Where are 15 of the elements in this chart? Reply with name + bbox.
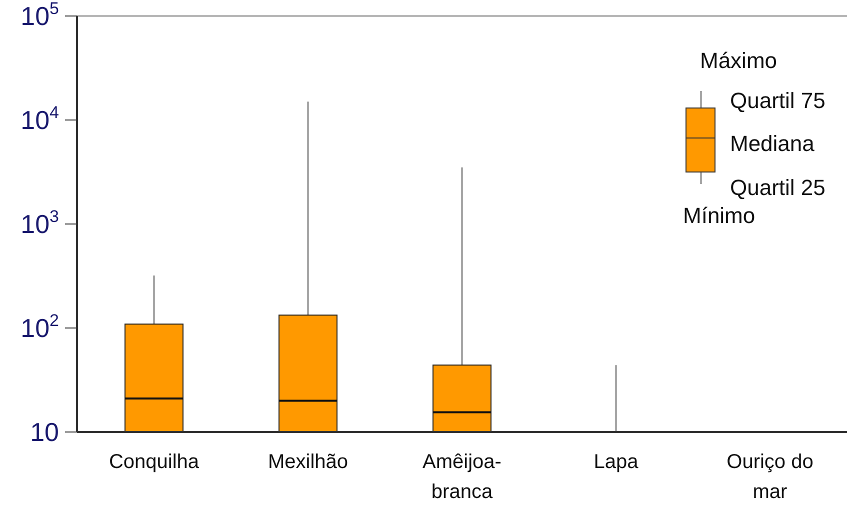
annotation: Mediana (730, 131, 814, 157)
x-tick-label: Conquilha (108, 451, 200, 473)
y-tick-label: 10$^{3}$ (20, 206, 59, 239)
x-tick-label: Mexilhão (268, 451, 348, 473)
x-tick-label: Lapa (594, 451, 640, 473)
annotation: Máximo (700, 48, 778, 74)
y-tick-label: 10$^{5}$ (20, 0, 59, 31)
annotation: Quartil 25 (730, 175, 826, 201)
x-tick-label: Amêijoa-branca (422, 451, 502, 503)
y-tick-label: 10$^{2}$ (20, 310, 59, 343)
y-tick-label: 10 (30, 417, 59, 447)
y-tick-label: 10$^{4}$ (20, 102, 59, 135)
annotation: Mínimo (683, 203, 756, 229)
x-tick-label: Ouriço do mar (726, 451, 814, 503)
annotation: Quartil 75 (730, 88, 826, 114)
